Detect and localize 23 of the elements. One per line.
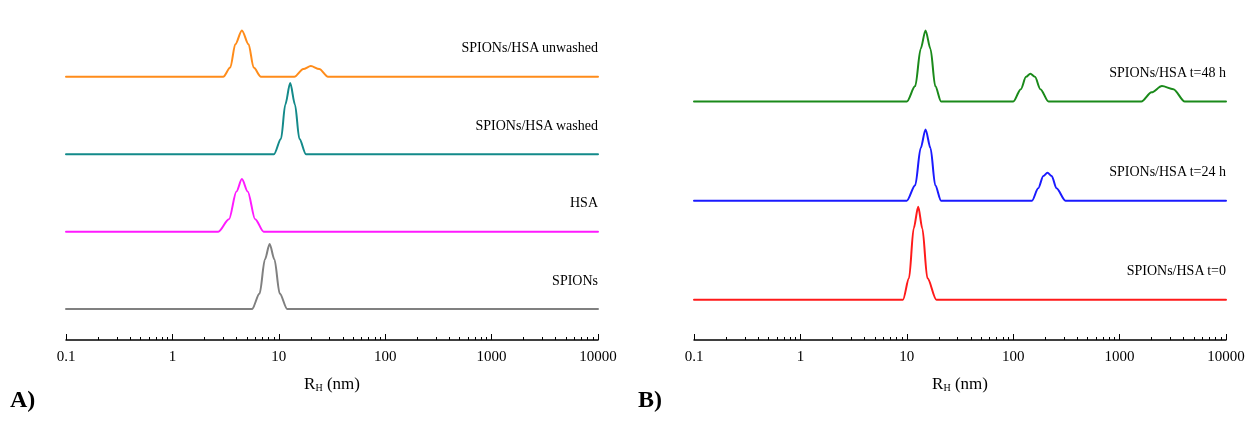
x-tick-label: 1 <box>796 347 805 364</box>
x-tick-label: 10000 <box>579 347 617 364</box>
series-label: HSA <box>569 195 599 211</box>
x-axis-title: RH (nm) <box>304 373 360 393</box>
x-tick-label: 1 <box>168 347 177 364</box>
text: A) <box>10 386 36 413</box>
x-tick-label: 0.1 <box>684 347 704 364</box>
x-tick-label: 100 <box>373 347 397 364</box>
x-axis-title: RH (nm) <box>932 373 988 393</box>
x-tick-label: 1000 <box>476 347 507 364</box>
x-tick-label: 0.1 <box>56 347 76 364</box>
x-tick-label: 100 <box>1001 347 1025 364</box>
series-label: SPIONs/HSA t=48 h <box>1109 65 1226 81</box>
x-tick-label: 1000 <box>1104 347 1135 364</box>
x-tick-label: 10 <box>271 347 287 364</box>
series-label: SPIONs/HSA washed <box>475 117 598 133</box>
x-tick-label: 10 <box>899 347 915 364</box>
series-label: SPIONs <box>552 272 598 288</box>
series-label: SPIONs/HSA t=24 h <box>1109 164 1226 180</box>
series-label: SPIONs/HSA t=0 <box>1126 263 1226 279</box>
x-tick-label: 10000 <box>1207 347 1245 364</box>
series-label: SPIONs/HSA unwashed <box>461 40 598 56</box>
text: B) <box>638 386 662 413</box>
